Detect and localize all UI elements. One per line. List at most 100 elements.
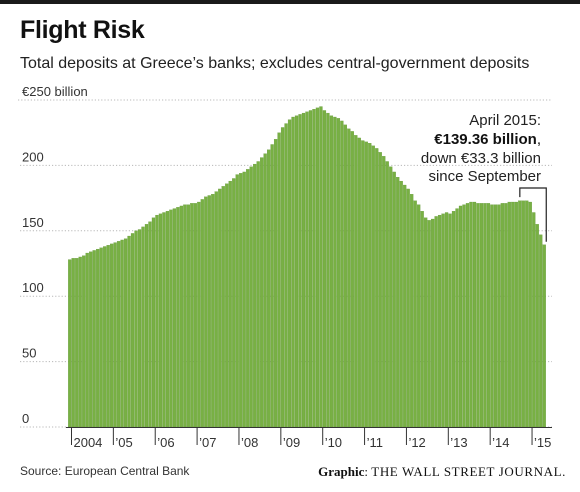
source-note: Source: European Central Bank xyxy=(20,464,190,478)
bar xyxy=(190,203,194,428)
bar xyxy=(151,217,156,428)
bar xyxy=(430,218,435,428)
bar xyxy=(528,201,532,428)
bar xyxy=(511,201,515,428)
x-tick-label: ’10 xyxy=(325,435,342,450)
y-tick-label: 50 xyxy=(22,346,36,361)
bar xyxy=(211,194,215,428)
bar xyxy=(347,128,351,428)
bar xyxy=(148,221,152,428)
bar xyxy=(469,201,473,428)
bar xyxy=(350,131,354,428)
credit-outlet: THE WALL STREET JOURNAL. xyxy=(371,464,566,479)
bar xyxy=(382,156,386,428)
bar xyxy=(427,220,431,428)
x-tick-label: ’05 xyxy=(115,435,132,450)
bar xyxy=(235,174,239,428)
bar xyxy=(256,161,260,428)
bar xyxy=(319,106,323,428)
bar xyxy=(249,166,253,428)
bar xyxy=(277,132,281,428)
credit-label: Graphic xyxy=(318,464,365,479)
bar xyxy=(539,234,543,428)
bar xyxy=(333,116,337,428)
bar xyxy=(200,199,204,428)
bar xyxy=(113,242,117,428)
bar xyxy=(246,169,250,428)
bar xyxy=(462,204,466,428)
bar xyxy=(155,214,159,428)
bar xyxy=(172,208,177,428)
x-tick-label: ’06 xyxy=(157,435,174,450)
bar xyxy=(525,200,529,428)
bar xyxy=(137,229,142,428)
bar xyxy=(410,194,414,428)
bar xyxy=(169,209,173,428)
x-tick-label: ’13 xyxy=(450,435,467,450)
bar xyxy=(127,235,131,428)
bar xyxy=(504,203,508,428)
bar xyxy=(267,149,271,428)
bar xyxy=(451,211,456,428)
bar xyxy=(389,166,393,428)
bar xyxy=(183,204,187,428)
x-tick-label: ’15 xyxy=(534,435,551,450)
bar xyxy=(413,200,417,428)
x-tick-label: ’12 xyxy=(408,435,425,450)
bar xyxy=(270,144,274,428)
y-tick-label: 0 xyxy=(22,411,29,426)
bar xyxy=(221,186,225,428)
bar xyxy=(144,224,149,428)
bar xyxy=(434,216,438,428)
bar xyxy=(197,201,201,428)
bar xyxy=(204,196,208,428)
x-tick-label: 2004 xyxy=(73,435,102,450)
annotation-line: down €33.3 billion xyxy=(421,150,541,167)
bar xyxy=(116,241,121,428)
bar xyxy=(417,204,421,428)
bar xyxy=(82,255,86,428)
bar xyxy=(228,180,232,428)
bar xyxy=(420,211,424,428)
annotation-value: €139.36 billion, xyxy=(434,131,541,148)
bar xyxy=(493,204,498,428)
bar xyxy=(71,258,75,428)
bar xyxy=(354,135,358,428)
bar xyxy=(507,201,511,428)
bar xyxy=(141,226,145,428)
bar xyxy=(490,204,494,428)
bar xyxy=(301,112,306,428)
bar xyxy=(186,204,190,428)
bar xyxy=(392,171,396,428)
deposits-chart: 0 50 100 150 200 €250 billion 2004 ’05 ’06 ’07 ’08… xyxy=(18,84,552,450)
bar xyxy=(399,180,403,428)
bar xyxy=(214,191,218,428)
bar xyxy=(476,203,480,428)
bar xyxy=(75,258,79,428)
bar xyxy=(465,203,470,428)
bar xyxy=(396,177,400,428)
bar xyxy=(424,217,428,428)
credit-colon: : xyxy=(364,464,372,479)
bar xyxy=(291,116,295,428)
bar xyxy=(106,245,110,428)
bar xyxy=(315,107,320,428)
bar xyxy=(455,208,459,428)
bar xyxy=(260,157,264,428)
bar xyxy=(340,120,344,428)
bar xyxy=(437,214,442,428)
x-tick-label: ’09 xyxy=(283,435,300,450)
bar xyxy=(85,252,89,428)
chart-subtitle: Total deposits at Greece’s banks; exclud… xyxy=(20,55,530,72)
bar xyxy=(542,244,546,428)
y-tick-label: 200 xyxy=(22,149,44,164)
bar xyxy=(99,247,103,428)
bar xyxy=(514,201,518,428)
bar xyxy=(458,205,463,428)
bar xyxy=(242,171,246,428)
y-tick-label: €250 billion xyxy=(22,84,88,99)
bar xyxy=(298,114,302,428)
bar xyxy=(263,153,267,428)
bar xyxy=(535,224,539,428)
bar xyxy=(193,203,197,428)
